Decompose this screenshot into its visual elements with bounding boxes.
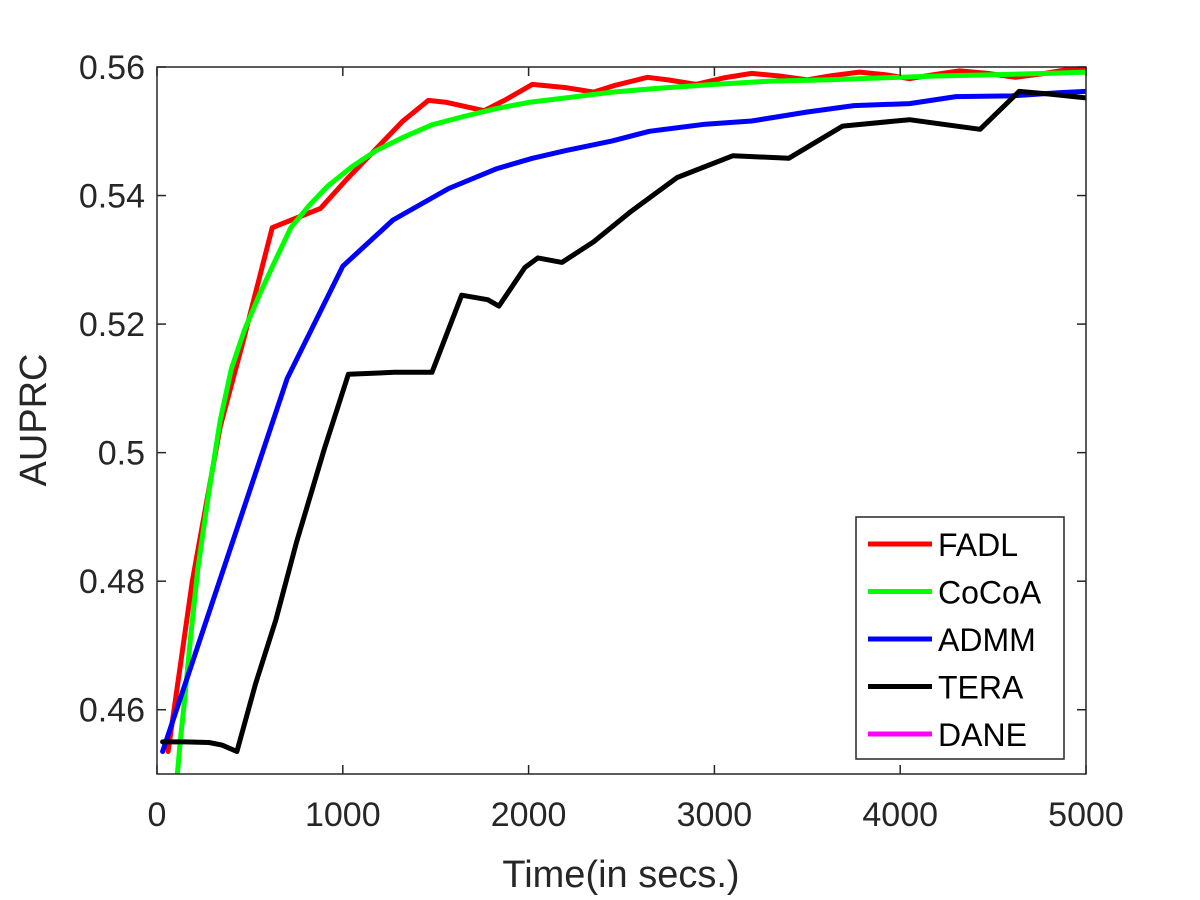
x-tick-label: 0 (148, 796, 167, 834)
legend-label-cocoa: CoCoA (938, 575, 1042, 611)
x-tick-label: 3000 (677, 796, 753, 834)
series-layer (160, 67, 1086, 774)
x-axis-label: Time(in secs.) (502, 854, 739, 896)
series-line-tera (160, 88, 1086, 754)
legend-label-tera: TERA (938, 670, 1024, 706)
y-axis-label: AUPRC (13, 353, 55, 486)
x-tick-label: 1000 (305, 796, 381, 834)
y-tick-label: 0.52 (79, 306, 145, 344)
y-tick-label: 0.54 (79, 178, 145, 216)
tick-labels-layer: 0 1000 2000 3000 4000 5000 0.46 0.48 0.5 0.52 0.54… (79, 49, 1124, 834)
x-tick-label: 4000 (862, 796, 938, 834)
legend-label-admm: ADMM (938, 622, 1036, 658)
legend-box (855, 516, 1065, 760)
series-line-admm (160, 88, 1086, 754)
legend: FADL CoCoA ADMM TERA DANE (855, 516, 1065, 760)
axes-box (156, 66, 1087, 775)
y-tick-label: 0.56 (79, 49, 145, 87)
y-tick-label: 0.46 (79, 692, 145, 730)
series-line-cocoa (174, 69, 1086, 774)
y-tick-label: 0.5 (98, 435, 145, 473)
legend-label-dane: DANE (938, 717, 1027, 753)
y-tick-label: 0.48 (79, 563, 145, 601)
x-tick-label: 5000 (1048, 796, 1124, 834)
x-tick-label: 2000 (491, 796, 567, 834)
legend-label-fadl: FADL (938, 527, 1018, 563)
